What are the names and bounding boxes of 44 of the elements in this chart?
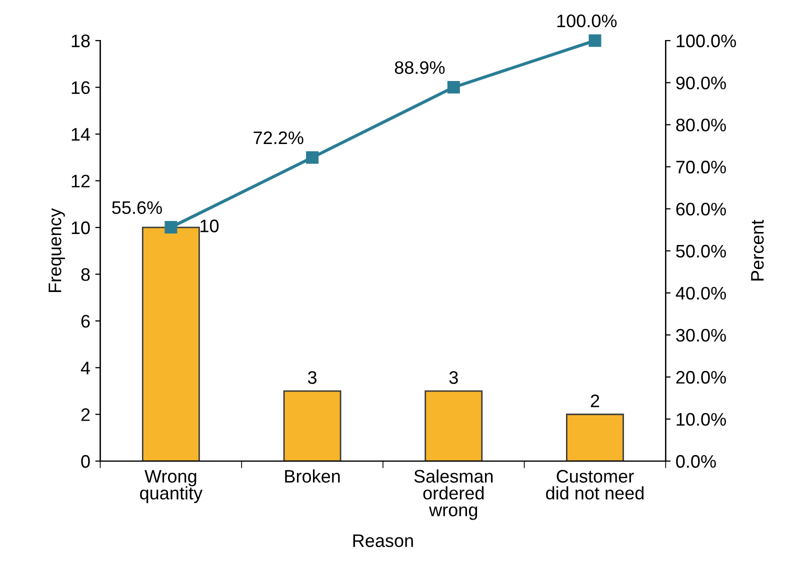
y-tick-label: 14	[72, 128, 90, 141]
data-label: 3	[308, 371, 317, 384]
bar	[283, 390, 342, 462]
data-label: 10	[200, 220, 219, 232]
data-label: 55.6%	[112, 201, 162, 214]
y2-axis-title: Percent	[751, 220, 764, 280]
x-tick-label: Salesman ordered wrong	[414, 469, 493, 520]
point	[164, 221, 178, 234]
bar	[566, 414, 624, 462]
point	[588, 34, 602, 47]
y2-tick-label: 50.0%	[676, 244, 726, 258]
y-tick-label: 8	[81, 268, 90, 281]
bar	[424, 390, 483, 462]
y2-tick-label: 30.0%	[676, 328, 726, 342]
y-tick-label: 6	[81, 314, 90, 328]
y2-tick-label: 100.0%	[676, 34, 736, 48]
y2-tick-label: 80.0%	[676, 118, 726, 132]
y-tick-label: 18	[72, 34, 90, 48]
y-tick-label: 2	[81, 408, 90, 421]
x-tick-label: Wrong quantity	[140, 470, 203, 504]
y-tick-label: 16	[72, 81, 90, 94]
y-tick-label: 12	[72, 174, 90, 188]
data-label: 72.2%	[254, 131, 304, 144]
bar	[142, 226, 200, 462]
y-axis-title: Frequency	[48, 208, 65, 292]
data-label: 88.9%	[394, 61, 445, 74]
point	[447, 81, 460, 94]
data-label: 2	[590, 394, 600, 408]
y-tick-label: 10	[72, 221, 90, 234]
data-label: 3	[449, 371, 458, 384]
y2-tick-label: 90.0%	[676, 76, 726, 90]
x-tick-label: Customer did not need	[546, 470, 644, 500]
data-label: 100.0%	[557, 14, 617, 28]
point	[306, 151, 319, 164]
y2-tick-label: 40.0%	[676, 286, 726, 300]
y2-tick-label: 20.0%	[676, 370, 726, 384]
y-tick-label: 4	[80, 362, 90, 374]
y2-tick-label: 0.0%	[676, 455, 716, 468]
x-axis-title: Reason	[353, 534, 413, 548]
y2-tick-label: 70.0%	[676, 160, 726, 174]
y-tick-label: 0	[81, 455, 90, 468]
y2-tick-label: 10.0%	[676, 412, 726, 426]
y2-tick-label: 60.0%	[676, 202, 726, 216]
x-tick-label: Broken	[285, 469, 340, 483]
